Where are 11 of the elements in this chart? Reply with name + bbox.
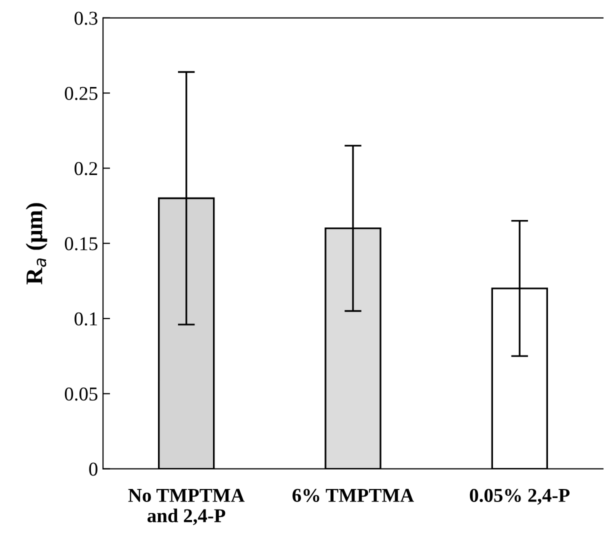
y-tick-label: 0.25 <box>64 86 98 100</box>
y-tick-label: 0.15 <box>64 237 98 250</box>
y-tick-label: 0.05 <box>64 387 98 401</box>
y-tick-label: 0.3 <box>74 12 98 25</box>
x-tick-label: 6% TMPTMA <box>292 488 414 502</box>
x-tick-label: No TMPTMA and 2,4-P <box>128 488 245 526</box>
y-tick-label: 0.1 <box>74 312 97 326</box>
y-tick-label: 0.2 <box>74 162 98 176</box>
y-axis-title: R$_{a}$ (μm) <box>26 203 48 284</box>
x-tick-label: 0.05% 2,4-P <box>470 488 570 505</box>
y-tick-label: 0 <box>89 462 98 476</box>
